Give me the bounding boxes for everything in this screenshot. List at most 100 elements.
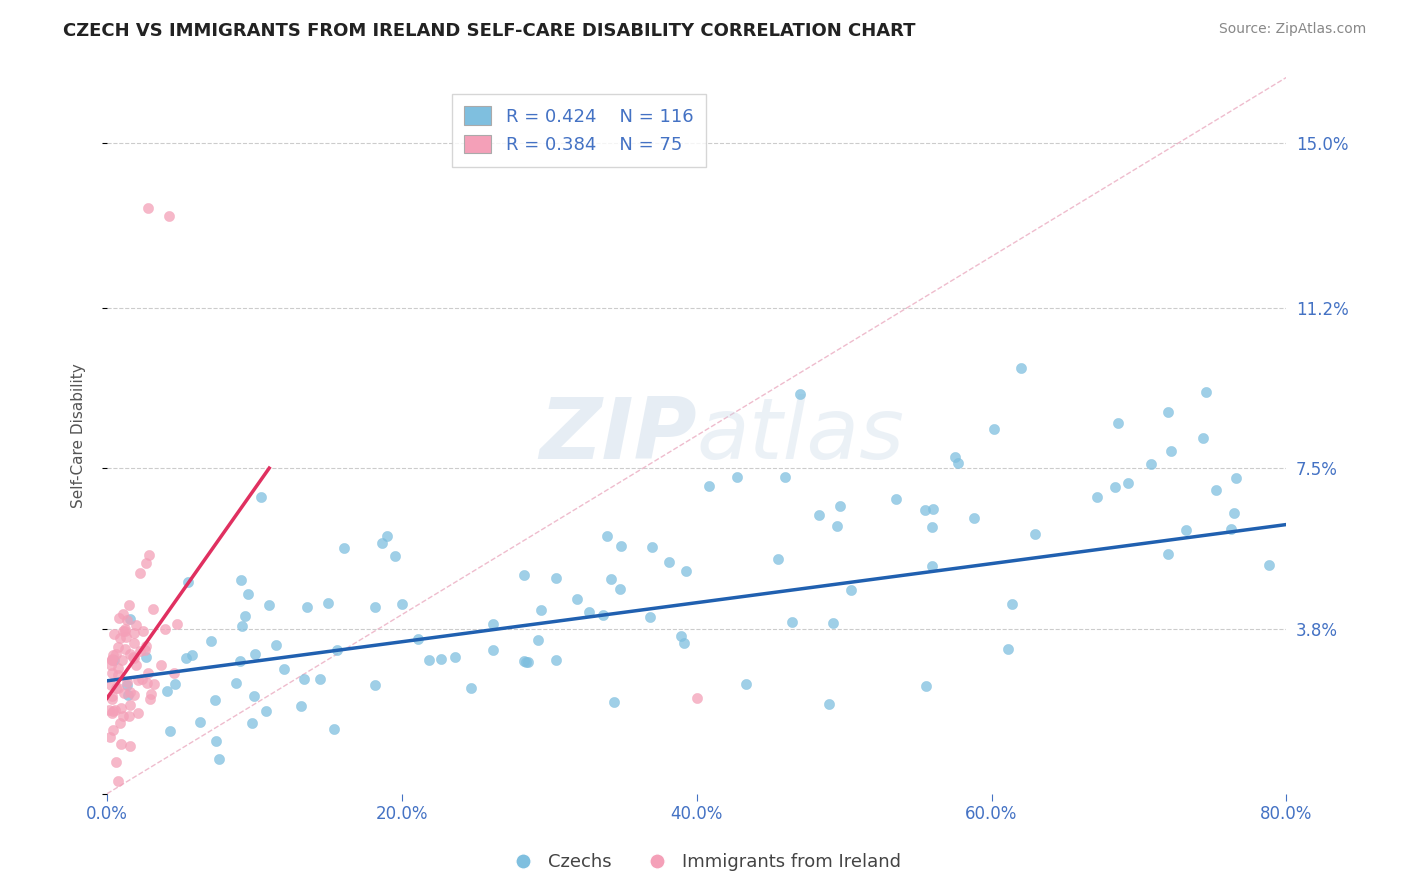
Text: atlas: atlas: [697, 394, 904, 477]
Point: [177, 574, 200, 589]
Point: [997, 641, 1019, 656]
Point: [775, 469, 797, 483]
Point: [129, 644, 152, 658]
Point: [725, 470, 748, 484]
Point: [406, 632, 429, 646]
Point: [138, 201, 160, 215]
Point: [839, 582, 862, 597]
Point: [135, 639, 157, 653]
Point: [111, 709, 134, 723]
Point: [115, 678, 138, 692]
Point: [115, 613, 138, 627]
Point: [100, 653, 122, 667]
Text: CZECH VS IMMIGRANTS FROM IRELAND SELF-CARE DISABILITY CORRELATION CHART: CZECH VS IMMIGRANTS FROM IRELAND SELF-CA…: [63, 22, 915, 40]
Point: [638, 610, 661, 624]
Point: [103, 626, 125, 640]
Point: [107, 660, 129, 674]
Point: [326, 642, 349, 657]
Point: [188, 715, 211, 730]
Point: [150, 657, 173, 672]
Point: [107, 773, 129, 788]
Point: [101, 665, 124, 680]
Point: [391, 597, 413, 611]
Point: [603, 695, 626, 709]
Point: [1010, 361, 1032, 376]
Point: [243, 689, 266, 703]
Legend: Czechs, Immigrants from Ireland: Czechs, Immigrants from Ireland: [498, 847, 908, 879]
Point: [127, 673, 149, 687]
Point: [118, 599, 141, 613]
Point: [1140, 457, 1163, 471]
Point: [122, 635, 145, 649]
Point: [231, 619, 253, 633]
Point: [163, 665, 186, 680]
Point: [1085, 491, 1108, 505]
Point: [962, 511, 984, 525]
Point: [578, 605, 600, 619]
Point: [114, 641, 136, 656]
Point: [118, 612, 141, 626]
Point: [292, 672, 315, 686]
Point: [100, 678, 122, 692]
Point: [101, 706, 124, 720]
Point: [122, 651, 145, 665]
Point: [1195, 385, 1218, 400]
Point: [127, 706, 149, 720]
Point: [111, 653, 134, 667]
Point: [565, 591, 588, 606]
Point: [114, 622, 136, 636]
Point: [100, 692, 122, 706]
Point: [527, 632, 550, 647]
Point: [174, 650, 197, 665]
Point: [641, 540, 664, 554]
Point: [101, 690, 124, 704]
Point: [672, 636, 695, 650]
Point: [103, 652, 125, 666]
Point: [233, 608, 256, 623]
Point: [697, 479, 720, 493]
Point: [297, 600, 319, 615]
Point: [333, 541, 356, 556]
Point: [943, 450, 966, 464]
Point: [915, 679, 938, 693]
Point: [112, 686, 135, 700]
Point: [118, 647, 141, 661]
Point: [444, 650, 467, 665]
Point: [136, 666, 159, 681]
Point: [135, 556, 157, 570]
Point: [257, 598, 280, 612]
Point: [600, 572, 623, 586]
Point: [131, 672, 153, 686]
Point: [166, 617, 188, 632]
Point: [157, 210, 180, 224]
Point: [609, 582, 631, 597]
Point: [318, 596, 340, 610]
Point: [129, 566, 152, 580]
Point: [309, 673, 332, 687]
Point: [139, 687, 162, 701]
Point: [418, 653, 440, 667]
Point: [375, 529, 398, 543]
Point: [110, 737, 132, 751]
Point: [110, 716, 132, 731]
Point: [236, 587, 259, 601]
Point: [122, 688, 145, 702]
Point: [921, 519, 943, 533]
Point: [1220, 522, 1243, 536]
Point: [1157, 547, 1180, 561]
Point: [101, 652, 124, 666]
Point: [125, 618, 148, 632]
Point: [108, 611, 131, 625]
Point: [1160, 444, 1182, 458]
Point: [429, 652, 451, 666]
Point: [983, 422, 1005, 436]
Point: [512, 568, 534, 582]
Point: [142, 602, 165, 616]
Point: [544, 571, 567, 585]
Point: [1157, 405, 1180, 419]
Point: [104, 703, 127, 717]
Point: [1116, 475, 1139, 490]
Point: [254, 705, 277, 719]
Point: [322, 722, 344, 736]
Point: [117, 675, 139, 690]
